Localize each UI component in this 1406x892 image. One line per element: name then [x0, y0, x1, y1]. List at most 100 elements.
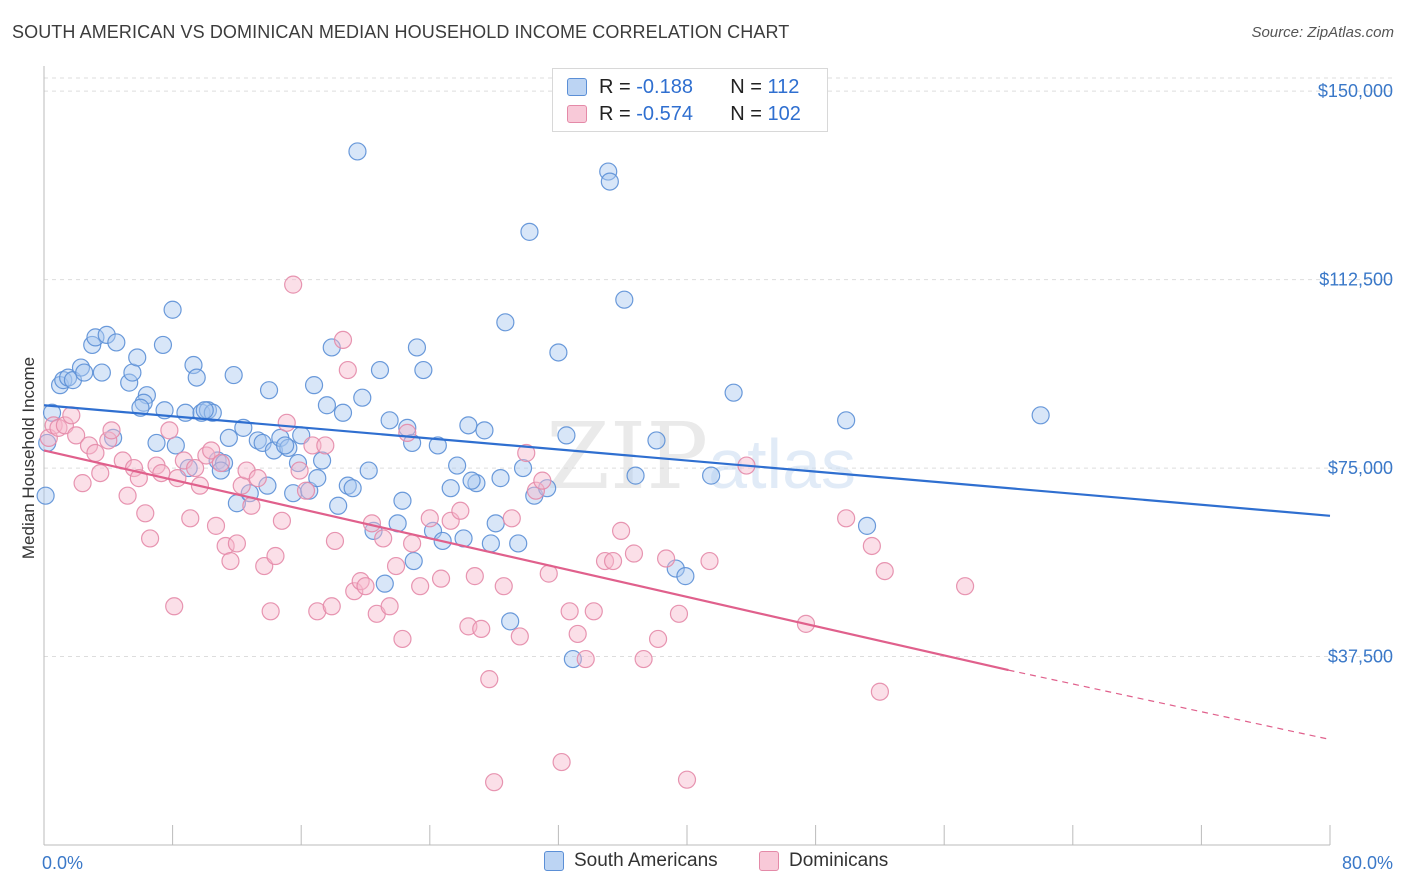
data-point — [206, 516, 226, 535]
data-point — [648, 629, 668, 649]
data-point — [494, 577, 513, 596]
data-point — [955, 577, 975, 596]
data-point — [393, 629, 412, 649]
data-point — [611, 521, 631, 540]
data-point — [67, 426, 86, 445]
data-point — [168, 469, 187, 488]
data-point — [669, 604, 689, 623]
data-point — [107, 333, 126, 352]
data-point — [353, 388, 372, 407]
data-point — [431, 569, 451, 588]
data-point — [259, 381, 279, 400]
data-point — [338, 476, 357, 495]
data-point — [54, 371, 73, 390]
data-point — [248, 469, 267, 488]
data-point — [211, 461, 230, 480]
data-point — [485, 773, 504, 792]
legend-label: South Americans — [574, 850, 718, 871]
x-tick-label: 0.0% — [42, 853, 83, 873]
data-point — [624, 544, 644, 563]
data-point — [563, 649, 582, 669]
data-point — [403, 433, 422, 453]
data-point — [338, 360, 357, 380]
series-dominicans — [39, 275, 975, 792]
data-point — [359, 461, 378, 480]
data-point — [211, 453, 230, 473]
data-point — [92, 363, 111, 382]
data-point — [724, 383, 743, 402]
data-point — [448, 456, 467, 475]
data-point — [375, 574, 394, 593]
y-tick-label: $112,500 — [1319, 270, 1393, 290]
data-point — [202, 441, 221, 460]
data-point — [345, 582, 364, 601]
data-point — [348, 142, 367, 161]
axes — [43, 66, 1331, 846]
data-point — [615, 290, 634, 309]
data-point — [296, 481, 316, 500]
data-point — [1031, 406, 1050, 425]
data-point — [128, 348, 147, 367]
data-point — [71, 358, 91, 377]
data-point — [520, 222, 539, 241]
data-point — [166, 436, 185, 455]
data-point — [308, 602, 327, 621]
data-point — [329, 496, 348, 515]
data-point — [343, 479, 362, 498]
data-point — [398, 423, 417, 442]
data-point — [102, 421, 121, 440]
data-point — [308, 469, 327, 488]
data-point — [510, 627, 529, 646]
legend-item-south-americans: South Americans — [544, 850, 718, 872]
data-point — [411, 577, 430, 596]
trend-line-dominicans-extension — [1008, 669, 1331, 741]
data-point — [284, 275, 303, 294]
data-point — [136, 504, 155, 523]
data-point — [404, 551, 423, 571]
data-point — [451, 501, 470, 520]
y-axis-label: Median Household Income — [19, 357, 38, 559]
data-point — [481, 534, 500, 553]
data-point — [131, 398, 150, 417]
data-point — [870, 682, 890, 701]
data-point — [325, 531, 345, 551]
data-point — [857, 516, 877, 535]
data-point — [626, 466, 645, 485]
data-point — [568, 624, 587, 644]
data-point — [509, 534, 528, 553]
trend-lines — [43, 404, 1331, 741]
data-point — [104, 428, 123, 448]
data-point — [634, 649, 653, 669]
data-point — [647, 431, 666, 450]
data-point — [486, 514, 505, 533]
data-point — [370, 360, 390, 380]
chart-title: SOUTH AMERICAN VS DOMINICAN MEDIAN HOUSE… — [12, 22, 790, 42]
legend-n-value: 112 — [767, 75, 800, 98]
source-label: Source: ZipAtlas.com — [1251, 24, 1394, 41]
legend-swatch-blue — [544, 851, 564, 871]
data-point — [36, 486, 55, 505]
data-point — [480, 670, 499, 689]
legend-row-south-americans: R = -0.188 N = 112 — [567, 75, 799, 99]
data-point — [603, 551, 623, 571]
legend-r-label: R = — [599, 75, 637, 98]
legend-item-dominicans: Dominicans — [759, 850, 888, 872]
data-point — [160, 421, 179, 440]
data-point — [676, 567, 695, 586]
gridlines — [44, 77, 1392, 658]
data-point — [118, 486, 137, 505]
data-point — [700, 551, 719, 571]
data-point — [317, 396, 337, 415]
legend-swatch-blue — [567, 78, 587, 96]
data-point — [560, 602, 579, 621]
data-point — [276, 436, 295, 455]
legend-r-value: -0.574 — [636, 102, 693, 125]
data-point — [97, 325, 116, 344]
data-point — [584, 602, 603, 621]
tick-labels: $37,500 $75,000 $112,500 $150,000 0.0% 80.0% — [42, 81, 1393, 873]
data-point — [356, 577, 375, 596]
data-point — [140, 529, 160, 548]
data-point — [219, 428, 238, 448]
data-point — [414, 360, 433, 380]
series-south-americans — [36, 142, 1050, 669]
